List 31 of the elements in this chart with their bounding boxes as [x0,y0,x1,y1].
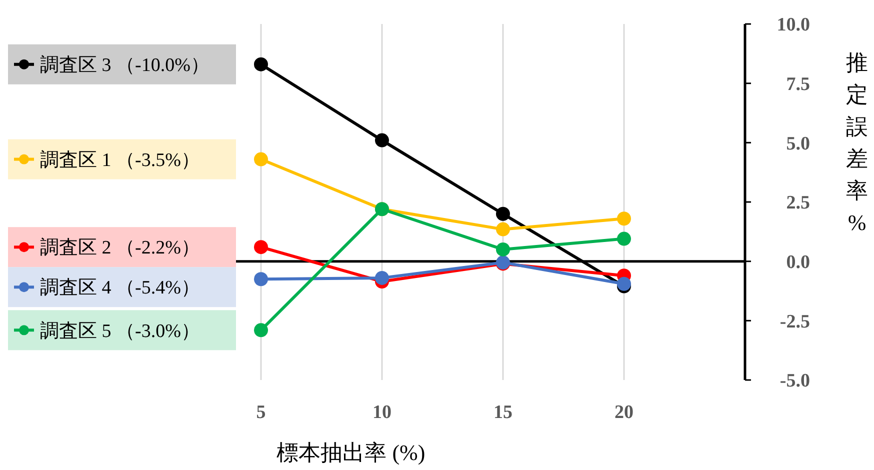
y-tick-label: -5.0 [780,370,810,392]
point [254,57,268,72]
point [254,272,268,286]
point [254,323,268,338]
x-tick-label: 5 [256,402,266,423]
point [254,152,268,166]
y-tick-label: 10.0 [776,14,810,36]
x-axis-title: 標本抽出率 (%) [276,440,426,465]
y-tick-label: -2.5 [780,311,810,332]
y-axis-title: 推定誤差率% [846,50,868,235]
point [496,242,510,256]
x-tick-label: 15 [493,402,512,423]
legend-label: 調査区 4 （-5.4%） [40,278,200,299]
x-tick-label: 20 [614,402,634,423]
point [254,240,268,254]
legend-label: 調査区 2 （-2.2%） [40,238,200,259]
y-tick-label: 5.0 [786,133,810,154]
point [616,212,631,226]
x-tick-label: 10 [372,402,392,423]
y-tick-label: 2.5 [786,192,810,214]
point [616,232,631,246]
point [374,270,389,285]
y-tick-label: 7.5 [786,74,810,95]
point [374,133,389,148]
point [496,222,510,236]
point [616,276,631,291]
legend-label: 調査区 3 （-10.0%） [40,54,210,76]
point [496,206,510,221]
legend-label: 調査区 5 （-3.0%） [40,320,200,342]
y-tick-label: 0.0 [786,252,810,273]
legend-label: 調査区 1 （-3.5%） [40,150,200,171]
